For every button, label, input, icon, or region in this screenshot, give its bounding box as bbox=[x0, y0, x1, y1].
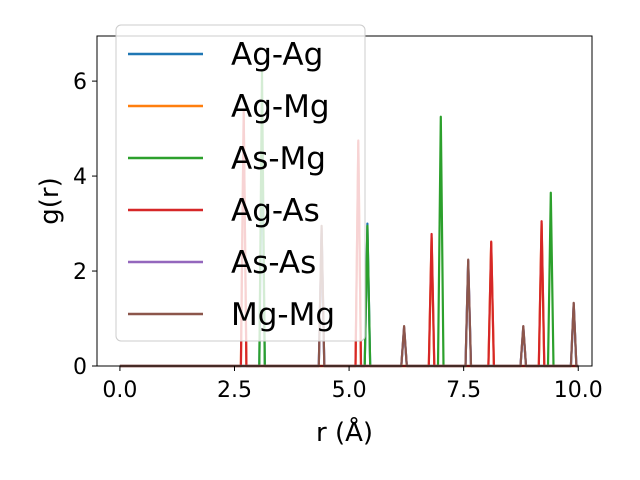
x-tick-label: 2.5 bbox=[217, 378, 252, 403]
x-axis: 0.0 2.5 5.0 7.5 10.0 bbox=[102, 366, 603, 403]
legend-label-ag-as: Ag-As bbox=[231, 193, 320, 229]
legend-label-ag-ag: Ag-Ag bbox=[231, 37, 323, 73]
y-tick-label: 2 bbox=[73, 260, 87, 285]
x-tick-label: 5.0 bbox=[332, 378, 367, 403]
y-axis-label: g(r) bbox=[35, 177, 65, 224]
x-tick-label: 0.0 bbox=[102, 378, 137, 403]
x-axis-label: r (Å) bbox=[316, 416, 373, 448]
legend-label-mg-mg: Mg-Mg bbox=[231, 297, 335, 333]
legend-label-as-mg: As-Mg bbox=[231, 141, 326, 177]
x-tick-label: 10.0 bbox=[554, 378, 603, 403]
legend-label-ag-mg: Ag-Mg bbox=[231, 89, 330, 125]
y-tick-label: 0 bbox=[73, 355, 87, 380]
y-axis: 0 2 4 6 bbox=[73, 70, 97, 380]
y-tick-label: 4 bbox=[73, 165, 87, 190]
y-tick-label: 6 bbox=[73, 70, 87, 95]
legend: Ag-Ag Ag-Mg As-Mg Ag-As As-As Mg-Mg bbox=[115, 24, 366, 342]
legend-label-as-as: As-As bbox=[231, 245, 316, 281]
x-tick-label: 7.5 bbox=[446, 378, 481, 403]
